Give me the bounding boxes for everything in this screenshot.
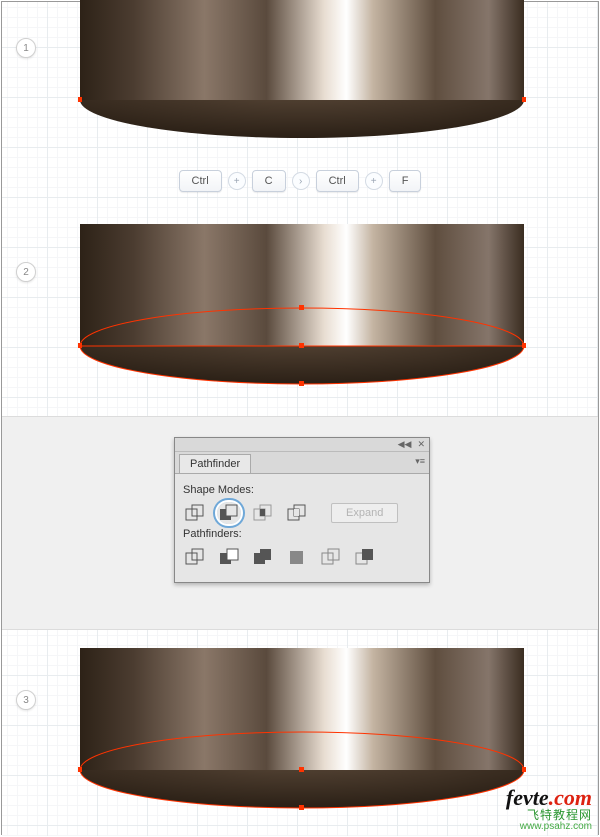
plus-icon-2: + [365,172,383,190]
expand-button[interactable]: Expand [331,503,398,523]
panel-body: Shape Modes: Expand Path [175,474,429,582]
pathfinders-row [183,546,421,568]
section-steps-1-2: 1 [2,2,598,416]
panel-menu-icon[interactable]: ▾≡ [415,456,425,467]
close-icon: ✕ [417,439,425,450]
key-f: F [389,170,422,192]
minus-front-icon[interactable] [217,502,241,524]
pathfinder-tab[interactable]: Pathfinder [179,454,251,473]
divide-icon[interactable] [183,546,207,568]
cylinder-step-2 [78,224,526,394]
chevron-right-icon: › [292,172,310,190]
merge-icon[interactable] [251,546,275,568]
trim-icon[interactable] [217,546,241,568]
pathfinders-label: Pathfinders: [183,528,421,540]
cylinder-step-1 [78,0,526,140]
intersect-icon[interactable] [251,502,275,524]
collapse-left-icon: ◀◀ [398,439,412,450]
anchor-point [78,97,82,102]
step-number: 3 [23,695,29,706]
outline-icon[interactable] [319,546,343,568]
step-badge-2: 2 [16,262,36,282]
shape-modes-label: Shape Modes: [183,484,421,496]
unite-icon[interactable] [183,502,207,524]
watermark-sub: 飞特教程网 [506,809,592,822]
panel-tab-row: Pathfinder ▾≡ [175,452,429,474]
shape-modes-row: Expand [183,502,421,524]
plus-icon: + [228,172,246,190]
crop-icon[interactable] [285,546,309,568]
key-c: C [252,170,286,192]
key-ctrl-2: Ctrl [316,170,359,192]
step-number: 2 [23,267,29,278]
watermark-brand: fevte.com [506,786,592,809]
anchor-point [522,97,526,102]
key-ctrl: Ctrl [179,170,222,192]
minus-back-icon[interactable] [353,546,377,568]
step-badge-1: 1 [16,38,36,58]
section-pathfinder: ◀◀ ✕ Pathfinder ▾≡ Shape Modes: [2,416,598,630]
tutorial-page: 1 [1,1,599,835]
panel-collapse-strip[interactable]: ◀◀ ✕ [175,438,429,452]
cylinder-step-3 [78,648,526,818]
step-number: 1 [23,43,29,54]
step-badge-3: 3 [16,690,36,710]
watermark: fevte.com 飞特教程网 www.psahz.com [506,786,592,832]
keyboard-shortcut-row: Ctrl + C › Ctrl + F [2,170,598,192]
pathfinder-panel: ◀◀ ✕ Pathfinder ▾≡ Shape Modes: [174,437,430,583]
watermark-url: www.psahz.com [506,822,592,833]
exclude-icon[interactable] [285,502,309,524]
